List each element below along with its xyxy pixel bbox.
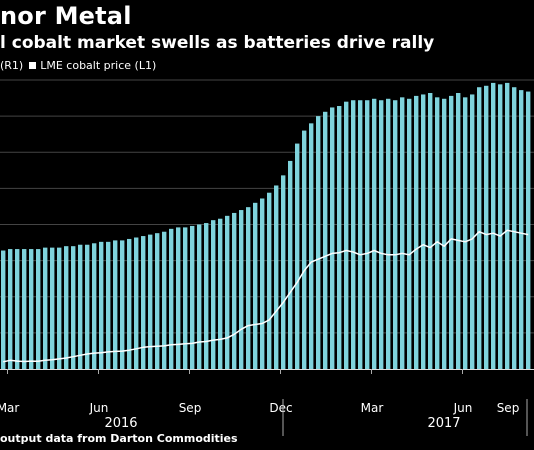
- bar: [155, 233, 160, 369]
- bar: [239, 210, 244, 369]
- legend: (R1) LME cobalt price (L1): [0, 59, 162, 72]
- bar: [211, 220, 216, 369]
- x-year-label: 2017: [427, 416, 460, 431]
- bar: [148, 234, 153, 369]
- bar: [29, 249, 34, 369]
- bar: [365, 100, 370, 369]
- legend-item-line: LME cobalt price (L1): [29, 59, 156, 72]
- bar: [400, 97, 405, 369]
- bar: [449, 95, 454, 370]
- bar: [414, 95, 419, 370]
- chart-subtitle: l cobalt market swells as batteries driv…: [0, 33, 435, 53]
- bar: [484, 85, 489, 369]
- bar: [407, 98, 412, 369]
- bar: [358, 100, 363, 369]
- bar: [351, 100, 356, 369]
- legend-line-swatch: [29, 62, 37, 69]
- bar: [379, 100, 384, 369]
- bar: [421, 94, 426, 369]
- bar: [477, 87, 482, 369]
- bar: [113, 240, 118, 369]
- x-year-label: 2016: [104, 416, 137, 431]
- bar: [288, 160, 293, 369]
- bar: [176, 227, 181, 369]
- bar: [106, 241, 111, 369]
- x-tick-label: Mar: [0, 401, 19, 415]
- x-tick-label: Sep: [179, 401, 202, 415]
- bar: [71, 246, 76, 369]
- x-tick-label: Jun: [453, 401, 473, 415]
- bar: [260, 198, 265, 369]
- legend-bars-label: (R1): [0, 59, 24, 72]
- bar: [134, 237, 139, 369]
- bar: [162, 231, 167, 369]
- x-tick-label: Sep: [497, 401, 520, 415]
- legend-item-bars: (R1): [0, 59, 23, 72]
- bar: [232, 212, 237, 369]
- bar: [92, 243, 97, 369]
- bar: [323, 111, 328, 369]
- bar: [64, 246, 69, 369]
- bar: [36, 249, 41, 369]
- bar: [267, 192, 272, 369]
- bar: [470, 94, 475, 369]
- bar: [169, 228, 174, 369]
- bar: [526, 91, 531, 369]
- chart-title: nor Metal: [0, 2, 132, 30]
- bar: [498, 84, 503, 370]
- bar: [57, 247, 62, 369]
- bar: [15, 249, 20, 369]
- bar: [442, 98, 447, 369]
- bar: [505, 82, 510, 369]
- bar: [1, 250, 6, 369]
- bar: [78, 244, 83, 369]
- x-tick-label: Jun: [89, 401, 109, 415]
- bar: [190, 225, 195, 369]
- bar: [435, 97, 440, 369]
- bar: [386, 98, 391, 369]
- bar: [456, 93, 461, 369]
- bar: [253, 202, 258, 369]
- bar: [43, 247, 48, 369]
- bar: [463, 97, 468, 369]
- bar: [302, 130, 307, 369]
- bar: [127, 238, 132, 369]
- bar: [8, 249, 13, 369]
- bar: [337, 106, 342, 369]
- bar: [330, 107, 335, 369]
- bar: [428, 93, 433, 369]
- bar: [491, 82, 496, 369]
- x-tick-label: Dec: [269, 401, 292, 415]
- bar: [316, 116, 321, 369]
- bar: [295, 143, 300, 369]
- price-line: [3, 229, 529, 363]
- bar: [120, 240, 125, 369]
- bar: [141, 236, 146, 369]
- bar: [218, 218, 223, 369]
- bar: [344, 101, 349, 370]
- bar: [309, 123, 314, 369]
- source-note: output data from Darton Commodities: [0, 432, 238, 445]
- x-tick-label: Mar: [361, 401, 384, 415]
- bar: [372, 98, 377, 369]
- bar: [204, 223, 209, 369]
- bar: [197, 224, 202, 369]
- bar: [281, 175, 286, 369]
- bar: [99, 241, 104, 369]
- bar: [512, 87, 517, 369]
- bar: [225, 215, 230, 369]
- bar: [85, 244, 90, 369]
- bar: [393, 100, 398, 369]
- legend-line-label: LME cobalt price (L1): [40, 59, 157, 72]
- bar: [50, 247, 55, 369]
- bar: [519, 90, 524, 370]
- bar: [274, 185, 279, 369]
- bar: [22, 249, 27, 369]
- bar: [246, 207, 251, 369]
- bar: [183, 227, 188, 369]
